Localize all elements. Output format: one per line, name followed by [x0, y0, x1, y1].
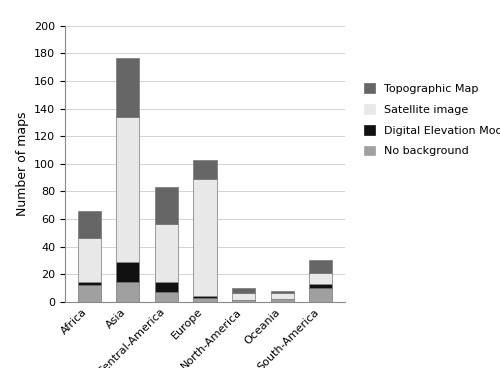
Bar [116, 57, 140, 117]
Bar [116, 117, 140, 262]
Bar [155, 187, 178, 224]
Bar [270, 294, 293, 299]
Bar [309, 261, 332, 273]
Y-axis label: Number of maps: Number of maps [16, 112, 28, 216]
Bar [232, 294, 255, 300]
Bar [194, 160, 216, 179]
Legend: Topographic Map, Satellite image, Digital Elevation Model, No background: Topographic Map, Satellite image, Digita… [362, 81, 500, 159]
Bar [232, 288, 255, 294]
Bar [155, 292, 178, 302]
Bar [194, 296, 216, 298]
Bar [309, 288, 332, 302]
Bar [270, 291, 293, 294]
Bar [116, 262, 140, 283]
Bar [194, 298, 216, 302]
Bar [309, 273, 332, 284]
Bar [155, 283, 178, 292]
Bar [78, 211, 101, 238]
Bar [194, 179, 216, 296]
Bar [78, 285, 101, 302]
Bar [270, 299, 293, 302]
Bar [309, 284, 332, 288]
Bar [155, 224, 178, 283]
Bar [232, 300, 255, 302]
Bar [78, 238, 101, 283]
Bar [78, 283, 101, 285]
Bar [116, 283, 140, 302]
